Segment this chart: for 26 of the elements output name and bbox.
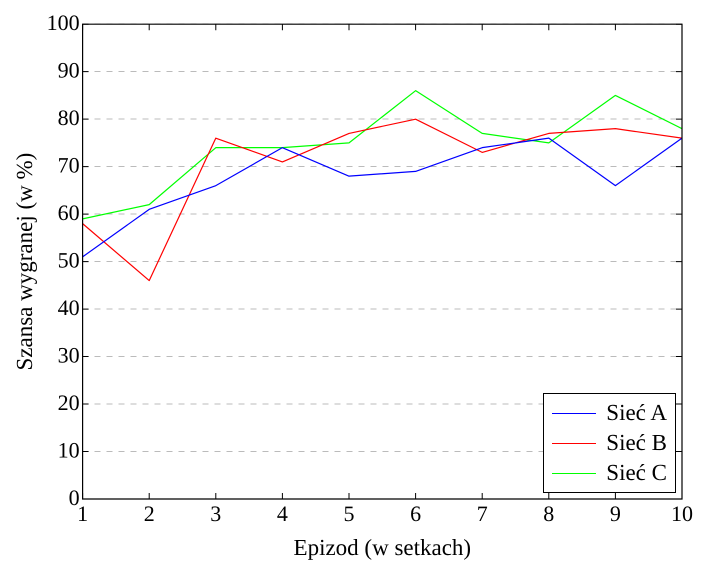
y-tick-label: 40	[58, 294, 80, 320]
x-axis-title: Epizod (w setkach)	[294, 535, 472, 560]
legend-label: Sieć B	[606, 429, 667, 457]
legend-label: Sieć C	[606, 459, 667, 487]
x-tick-label: 7	[476, 500, 488, 526]
y-tick-label: 60	[58, 200, 80, 225]
x-tick-label: 3	[210, 500, 222, 526]
y-axis-title: Szansa wygranej (w %)	[12, 152, 37, 370]
y-tick-label: 100	[46, 10, 80, 35]
x-tick-label: 2	[144, 500, 155, 526]
x-tick-label: 6	[410, 500, 422, 526]
y-tick-label: 20	[58, 390, 80, 415]
y-tick-label: 50	[58, 247, 80, 272]
x-tick-label: 8	[543, 500, 554, 526]
y-tick-label: 80	[58, 104, 80, 130]
x-tick-label: 4	[276, 500, 288, 526]
x-tick-label: 10	[671, 500, 693, 526]
y-tick-label: 0	[68, 484, 80, 510]
x-tick-label: 1	[77, 500, 88, 526]
y-tick-label: 90	[58, 57, 80, 82]
y-tick-label: 70	[58, 152, 80, 178]
y-tick-label: 10	[58, 437, 80, 462]
x-tick-label: 5	[344, 500, 354, 526]
y-tick-label: 30	[58, 342, 80, 368]
legend-label: Sieć A	[606, 399, 667, 427]
x-tick-label: 9	[610, 500, 621, 526]
